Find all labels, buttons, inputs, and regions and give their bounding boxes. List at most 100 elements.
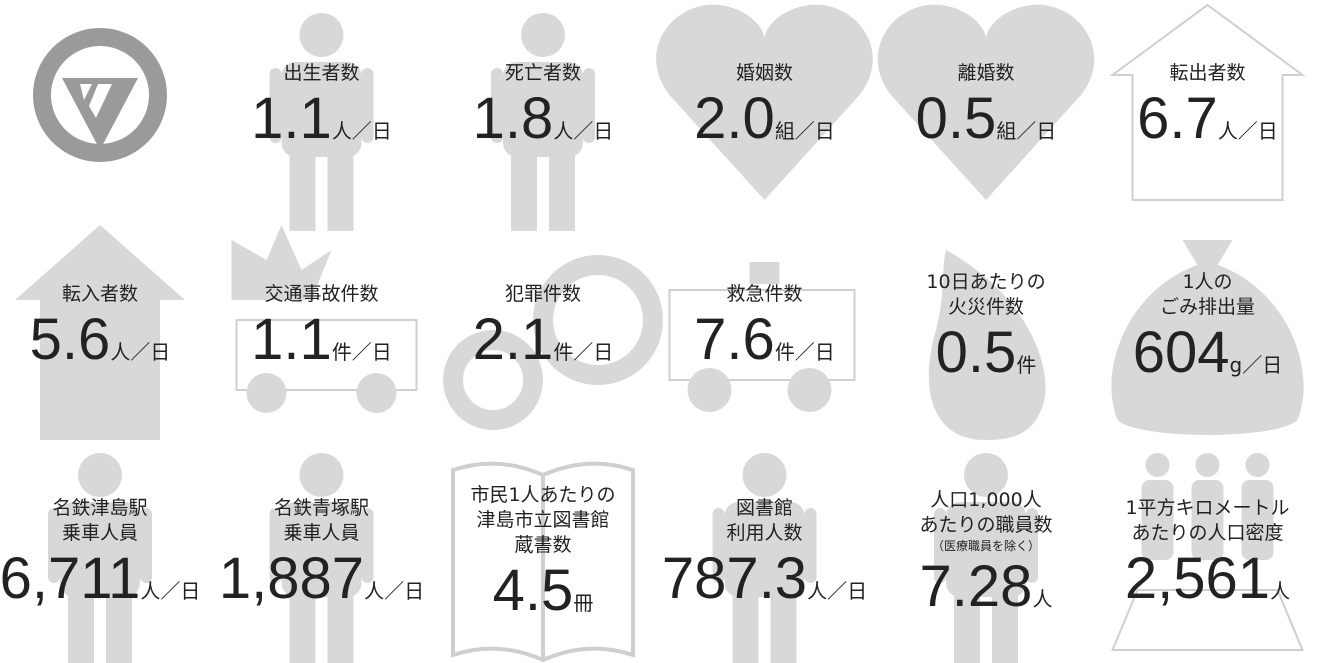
stat-label: 1人の: [1182, 270, 1233, 293]
ambulance-icon: [668, 289, 856, 381]
handcuff-icon: [443, 330, 543, 430]
stat-unit: 組／日: [774, 119, 835, 143]
people-icon: [1145, 453, 1170, 477]
stat-value: 1.1: [251, 307, 332, 372]
stat-label: 市民1人あたりの: [470, 484, 616, 506]
person-icon: [327, 590, 354, 663]
stat-cell: 名鉄津島駅 乗車人員 6,711人／日: [0, 442, 210, 663]
stat-value-line: 1,887人／日: [219, 547, 424, 610]
stat-label: 1平方キロメートル: [1125, 496, 1290, 519]
stat-cell: 転入者数 5.6人／日: [0, 216, 210, 437]
stat-value: 6.7: [1137, 86, 1218, 151]
stat-unit: 人／日: [1217, 119, 1278, 143]
car-icon: [235, 319, 418, 391]
car-icon: [246, 373, 287, 413]
person-icon: [549, 150, 575, 231]
stat-value-line: 1.1人／日: [251, 88, 392, 150]
stat-value: 787.3: [661, 545, 808, 611]
person-icon: [140, 508, 152, 583]
stat-unit: 冊: [573, 591, 594, 615]
people-icon: [1241, 480, 1274, 560]
stat-value: 6,711: [0, 545, 141, 611]
stat-label: あたりの人口密度: [1131, 521, 1284, 544]
stat-unit: g／日: [1229, 352, 1283, 377]
person-icon: [281, 62, 362, 157]
stat-unit: 人／日: [807, 578, 868, 603]
person-icon: [327, 150, 354, 231]
stat-unit: 組／日: [996, 119, 1057, 143]
stat-cell: 犯罪件数 2.1件／日: [433, 216, 653, 437]
stat-label: 図書館: [735, 496, 793, 519]
stat-value-line: 1.1件／日: [251, 309, 392, 371]
stat-value-line: 604g／日: [1133, 321, 1283, 384]
stat-label: 名鉄青塚駅: [273, 496, 369, 519]
stat-cell: 死亡者数 1.8人／日: [433, 0, 653, 216]
people-icon: [1191, 480, 1224, 560]
book-icon: [451, 461, 635, 663]
stat-label: 出生者数: [283, 62, 360, 84]
person-icon: [491, 68, 503, 143]
stat-cell: 離婚数 0.5組／日: [876, 0, 1096, 216]
person-icon: [521, 13, 565, 57]
stat-cell: 市民1人あたりの 津島市立図書館 蔵書数 4.5冊: [433, 442, 653, 663]
logo: [33, 28, 167, 162]
stat-cell: 10日あたりの 火災件数 0.5件: [876, 216, 1096, 437]
stat-value: 1.1: [251, 86, 332, 151]
stat-label: 転入者数: [61, 283, 138, 305]
person-icon: [361, 68, 374, 143]
stat-value-line: 7.28人: [919, 553, 1053, 619]
stat-cell: 1平方キロメートル あたりの人口密度 2,561人: [1098, 442, 1318, 663]
house-icon: [1109, 3, 1306, 201]
stat-value: 7.28: [919, 553, 1033, 619]
stat-unit: 人: [1270, 578, 1291, 603]
stat-cell: 婚姻数 2.0組／日: [655, 0, 875, 216]
stat-value-line: 4.5冊: [493, 560, 594, 622]
logo: [80, 84, 112, 118]
stat-label: 名鉄津島駅: [52, 496, 148, 519]
person-icon: [511, 150, 537, 231]
stat-label: ごみ排出量: [1159, 295, 1255, 318]
stat-label: 人口1,000人: [930, 488, 1042, 511]
stat-unit: 人／日: [140, 578, 201, 603]
person-icon: [770, 590, 797, 663]
person-icon: [68, 590, 94, 663]
car-icon: [356, 373, 397, 413]
stat-value-line: 7.6件／日: [694, 309, 835, 371]
house-icon: [15, 225, 185, 440]
stat-value-line: 6.7人／日: [1137, 88, 1278, 150]
stat-unit: 件／日: [553, 340, 614, 364]
stat-value-line: 6,711人／日: [0, 545, 201, 611]
stat-value-line: 0.5件: [936, 321, 1037, 384]
person-icon: [48, 508, 60, 583]
person-icon: [299, 453, 344, 497]
people-icon: [1195, 453, 1220, 477]
stat-value: 4.5: [492, 558, 574, 623]
stat-value: 7.6: [694, 307, 775, 372]
stat-value: 1.8: [472, 86, 554, 151]
people-icon: [1141, 480, 1174, 560]
stat-label: 死亡者数: [504, 62, 581, 84]
stat-value: 2,561: [1124, 545, 1271, 611]
stat-value: 5.6: [29, 307, 111, 372]
person-icon: [742, 453, 787, 497]
stat-unit: 件／日: [331, 340, 392, 364]
person-icon: [299, 13, 344, 57]
person-icon: [732, 590, 759, 663]
stat-unit: 件: [1016, 352, 1037, 377]
person-icon: [1026, 508, 1038, 583]
ambulance-icon: [749, 262, 780, 284]
person-icon: [289, 590, 316, 663]
stat-cell: 図書館 利用人数 787.3人／日: [655, 442, 875, 663]
person-icon: [60, 502, 140, 597]
stat-cell: 交通事故件数 1.1件／日: [212, 216, 432, 437]
heart-icon: [656, 4, 873, 201]
stat-unit: 人: [1032, 586, 1053, 611]
person-icon: [281, 502, 362, 597]
stat-cell: 救急件数 7.6件／日: [655, 216, 875, 437]
stat-label: 転出者数: [1169, 62, 1246, 84]
person-icon: [503, 62, 583, 157]
stat-cell: 転出者数 6.7人／日: [1098, 0, 1318, 216]
stat-cell: 人口1,000人 あたりの職員数 （医療職員を除く） 7.28人: [876, 442, 1096, 663]
